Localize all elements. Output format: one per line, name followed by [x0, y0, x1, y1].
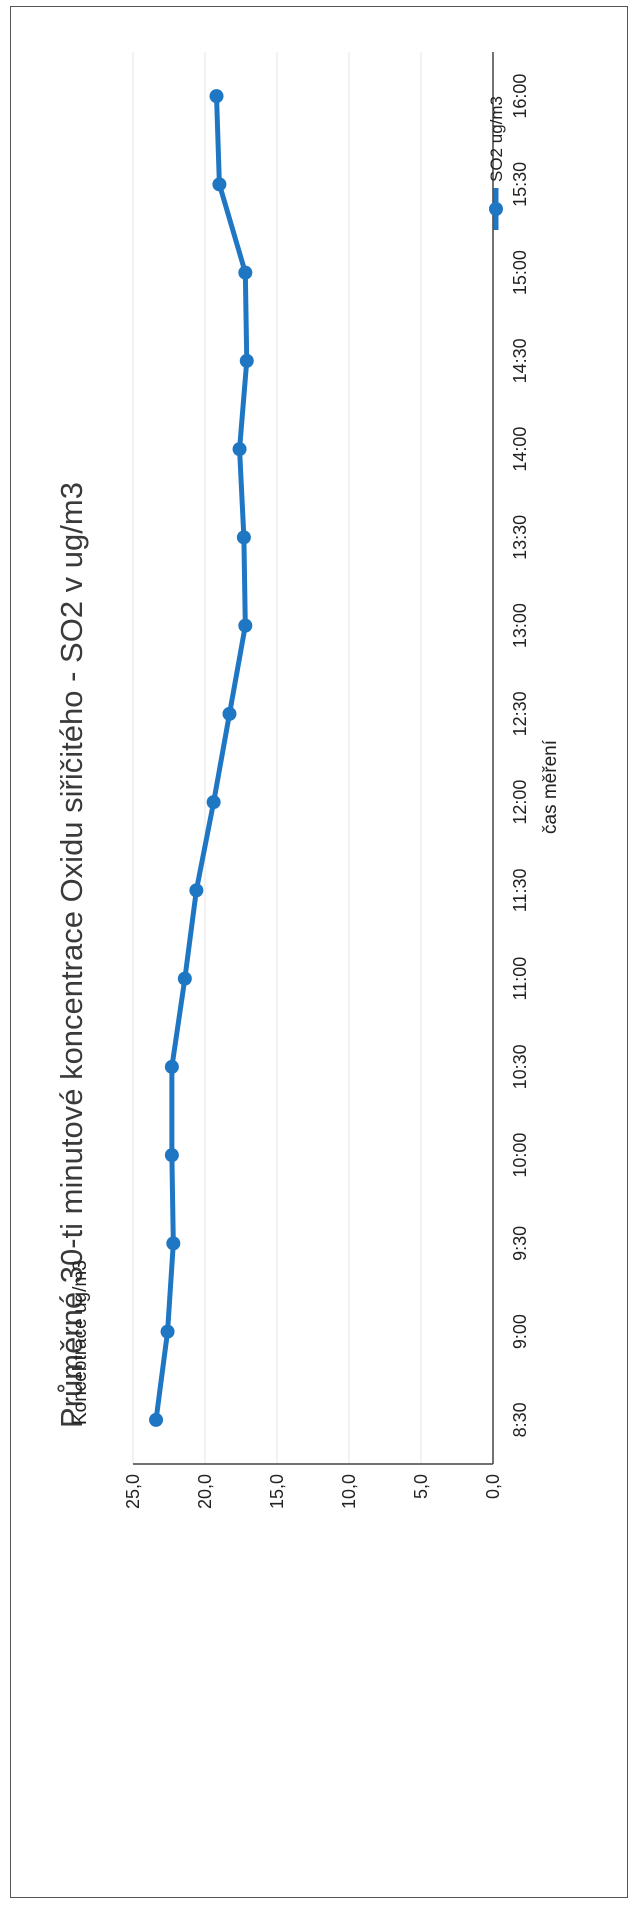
x-tick-label: 12:00: [510, 780, 530, 825]
x-tick-label: 8:30: [510, 1402, 530, 1437]
y-tick-label: 25,0: [123, 1474, 143, 1509]
data-point: [206, 795, 221, 810]
x-tick-label: 11:00: [510, 957, 530, 1001]
data-point: [177, 971, 192, 986]
legend-marker: [489, 202, 503, 216]
series-line: [153, 93, 250, 1423]
chart-frame: [10, 6, 628, 1898]
data-point: [238, 265, 253, 280]
x-tick-labels: 8:30 9:00 9:30 10:00 10:30 11:00 11:30 12:00 12:…: [510, 74, 530, 1438]
chart-title: Průměrné 30-ti minutové koncentrace Oxid…: [54, 482, 89, 1428]
data-point: [209, 89, 224, 104]
data-point: [149, 1412, 164, 1427]
x-tick-label: 14:30: [510, 338, 530, 383]
y-tick-labels: 0,0 5,0 10,0 15,0 20,0 25,0: [123, 1474, 503, 1509]
x-tick-label: 9:00: [510, 1314, 530, 1349]
data-point: [164, 1148, 179, 1163]
x-axis-label: čas měření: [540, 739, 561, 834]
x-tick-label: 10:30: [510, 1044, 530, 1089]
x-tick-label: 13:00: [510, 603, 530, 648]
x-tick-label: 10:00: [510, 1133, 530, 1178]
data-point: [222, 706, 237, 721]
y-tick-label: 15,0: [267, 1474, 287, 1509]
gridlines: [132, 52, 422, 1464]
x-tick-label: 9:30: [510, 1226, 530, 1261]
data-point: [160, 1324, 175, 1339]
x-tick-label: 13:30: [510, 515, 530, 560]
x-tick-label: 11:30: [510, 869, 530, 913]
data-point: [189, 883, 204, 898]
data-point: [164, 1059, 179, 1074]
x-tick-label: 12:30: [510, 691, 530, 736]
x-tick-label: 14:00: [510, 427, 530, 472]
data-point: [232, 442, 247, 457]
data-point: [166, 1236, 181, 1251]
data-point: [236, 530, 251, 545]
data-point: [239, 353, 254, 368]
data-point: [212, 177, 227, 192]
x-tick-label: 15:00: [510, 250, 530, 295]
data-point: [238, 618, 253, 633]
y-axis-label: Koncebtrace ug/m3: [70, 1260, 91, 1425]
x-tick-label: 16:00: [510, 74, 530, 119]
legend: SO2 ug/m3: [487, 96, 506, 230]
y-tick-label: 5,0: [411, 1474, 431, 1499]
axes: [133, 52, 494, 1465]
series-so2: [149, 89, 254, 1427]
y-tick-label: 20,0: [195, 1474, 215, 1509]
y-tick-label: 0,0: [483, 1474, 503, 1499]
legend-label: SO2 ug/m3: [487, 96, 506, 182]
y-tick-label: 10,0: [339, 1474, 359, 1509]
x-tick-label: 15:30: [510, 162, 530, 207]
